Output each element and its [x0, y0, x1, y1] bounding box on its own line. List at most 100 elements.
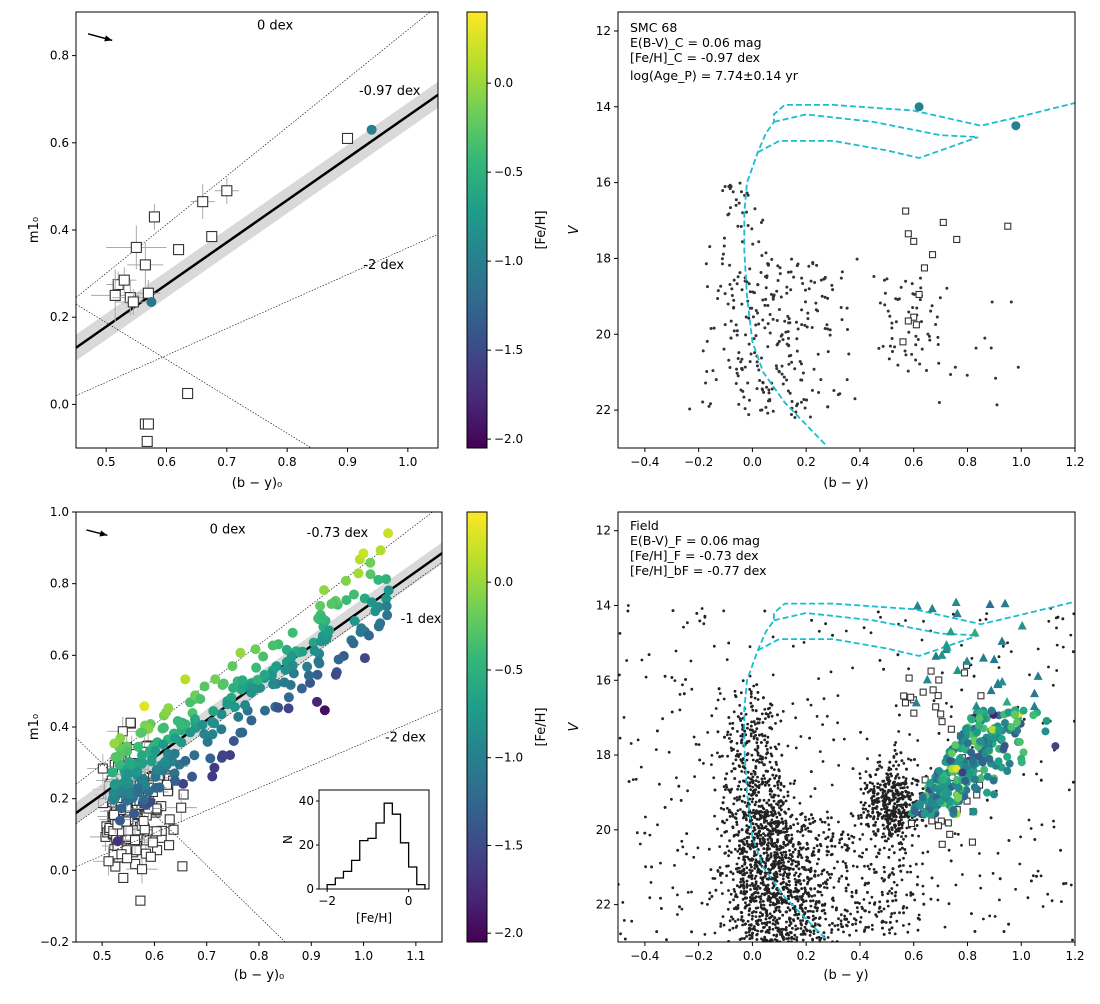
field-star [894, 320, 898, 324]
reference-line-label: -0.73 dex [307, 526, 369, 541]
y-tick-label: 16 [596, 673, 611, 687]
field-star [710, 895, 714, 898]
field-star [900, 835, 903, 838]
field-star [725, 818, 729, 822]
field-star [735, 282, 739, 286]
field-star [748, 290, 752, 294]
field-star [707, 404, 711, 408]
field-star [775, 366, 779, 370]
field-star [853, 824, 857, 827]
field-star [801, 932, 805, 936]
field-star [901, 906, 905, 910]
field-star [712, 776, 716, 780]
field-star [810, 388, 814, 392]
field-star [777, 859, 781, 863]
field-star [883, 807, 886, 810]
field-star [720, 262, 724, 266]
field-star [727, 849, 731, 853]
field-star [790, 257, 794, 261]
field-star [798, 801, 802, 805]
field-star [747, 282, 751, 286]
field-star [804, 815, 807, 819]
member-star [348, 638, 359, 649]
field-star [782, 840, 786, 844]
field-star [763, 303, 767, 307]
field-star [758, 839, 762, 843]
field-star [803, 912, 807, 916]
field-star [766, 411, 770, 415]
field-star [989, 346, 993, 350]
field-star [781, 877, 785, 881]
field-star [761, 938, 765, 942]
member-star [1029, 711, 1038, 720]
field-star [910, 792, 914, 795]
member-star [942, 790, 951, 799]
member-star [225, 750, 236, 761]
field-star [891, 844, 894, 848]
field-star [973, 930, 977, 933]
field-star [766, 834, 770, 837]
field-star [760, 712, 764, 716]
field-star [904, 777, 908, 781]
field-star [784, 330, 788, 334]
non-member-star [164, 814, 175, 825]
field-star [710, 714, 714, 718]
field-star [821, 723, 824, 726]
field-star [877, 910, 881, 914]
field-star [947, 902, 951, 906]
field-star [796, 327, 800, 331]
field-star [716, 297, 720, 301]
field-star [734, 817, 738, 820]
field-star [756, 860, 759, 864]
colorbar-tick-label: −2.0 [494, 926, 523, 940]
selection-cut-line [76, 303, 312, 448]
field-star [881, 893, 884, 897]
member-star [207, 771, 218, 782]
field-star [773, 895, 777, 899]
field-star [743, 922, 747, 926]
field-star [793, 779, 797, 783]
iso-metallicity-line [76, 708, 442, 868]
field-star [823, 902, 827, 906]
field-star [908, 733, 911, 736]
field-star [748, 928, 752, 932]
member-star [146, 296, 157, 307]
field-star [751, 789, 755, 793]
field-star [756, 746, 760, 750]
field-star [1047, 619, 1051, 623]
field-star [749, 896, 752, 899]
field-star [704, 262, 708, 266]
field-star [772, 872, 776, 876]
field-star [753, 811, 757, 815]
member-star [296, 683, 307, 694]
field-star [774, 855, 778, 859]
field-star [678, 708, 682, 712]
field-star [864, 801, 867, 805]
field-star [750, 917, 754, 921]
field-star [849, 912, 852, 916]
field-star [830, 844, 834, 848]
field-star [782, 827, 785, 831]
field-star [908, 794, 912, 798]
field-star [893, 783, 897, 787]
field-star [760, 761, 764, 764]
member-star [252, 674, 263, 685]
field-star [803, 824, 807, 828]
field-star [930, 876, 934, 880]
field-star [905, 811, 909, 815]
field-star [794, 924, 797, 928]
field-star [730, 294, 734, 298]
non-member-star [904, 317, 912, 325]
field-star [800, 907, 804, 911]
field-star [754, 334, 758, 338]
non-member-star [130, 241, 142, 253]
field-star [777, 865, 781, 869]
field-star [757, 322, 761, 326]
field-star [801, 371, 805, 375]
non-member-star [118, 274, 130, 286]
field-star [719, 284, 723, 288]
field-star [678, 905, 681, 909]
field-star [761, 899, 765, 903]
member-star [1042, 716, 1051, 725]
